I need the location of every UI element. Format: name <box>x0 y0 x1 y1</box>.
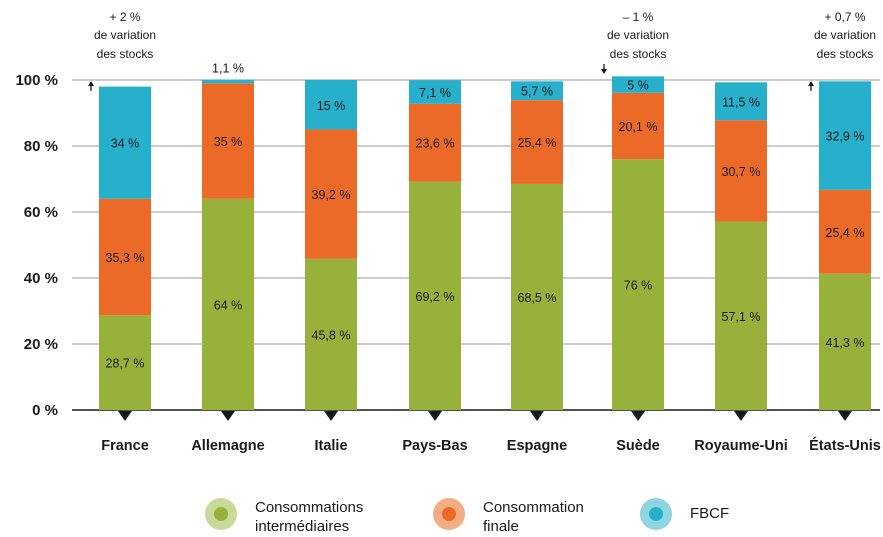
data-label: 25,4 % <box>518 136 557 150</box>
bar-segment <box>819 273 871 410</box>
y-tick-label: 80 % <box>24 138 58 155</box>
bar-segment <box>511 81 563 101</box>
x-tick-label: France <box>101 438 149 454</box>
x-tick-marker-icon <box>428 411 442 421</box>
legend-item-fbcf: FBCF <box>640 498 729 530</box>
bar-segment <box>715 120 767 222</box>
annotation-arrowhead-icon <box>601 69 607 74</box>
bar-segment <box>819 81 871 190</box>
x-tick-marker-icon <box>734 411 748 421</box>
bar-segment <box>202 83 254 199</box>
data-label: 1,1 % <box>212 62 244 76</box>
bar-segment <box>305 258 357 410</box>
legend-item-consommations-intermediaires: Consommations intermédiaires <box>205 498 363 536</box>
y-tick-label: 60 % <box>24 204 58 221</box>
data-label: 5 % <box>627 79 649 93</box>
y-tick-label: 0 % <box>32 402 58 419</box>
annotation-text: – 1 % <box>623 10 654 24</box>
data-label: 39,2 % <box>312 188 351 202</box>
bar-segment <box>409 181 461 410</box>
data-label: 76 % <box>624 279 653 293</box>
annotation-arrowhead-icon <box>88 81 94 86</box>
legend-swatch-icon <box>640 498 672 530</box>
x-tick-label: Italie <box>314 438 347 454</box>
x-tick-marker-icon <box>530 411 544 421</box>
annotation-text: des stocks <box>97 47 154 61</box>
data-label: 35,3 % <box>106 251 145 265</box>
annotation-text: de variation <box>607 28 669 42</box>
annotation-text: des stocks <box>817 47 874 61</box>
data-label: 7,1 % <box>419 86 451 100</box>
y-tick-label: 100 % <box>15 72 58 89</box>
data-label: 25,4 % <box>826 226 865 240</box>
x-tick-marker-icon <box>838 411 852 421</box>
bar-segment <box>715 221 767 410</box>
x-tick-label: Pays-Bas <box>402 438 467 454</box>
legend-label: Consommation finale <box>483 499 584 535</box>
x-tick-label: Espagne <box>507 438 567 454</box>
x-tick-label: Suède <box>616 438 660 454</box>
data-label: 5,7 % <box>521 85 553 99</box>
data-label: 41,3 % <box>826 336 865 350</box>
bar-segment <box>409 80 461 104</box>
stacked-bar-chart: 28,7 % 35,3 % 34 % 64 % 35 % 1,1 % 45,8 % 39,2 … <box>15 10 881 454</box>
bar-segment <box>612 159 664 410</box>
annotation-text: de variation <box>814 28 876 42</box>
x-tick-marker-icon <box>631 411 645 421</box>
x-tick-label: Royaume-Uni <box>694 438 787 454</box>
bar-segment <box>612 92 664 160</box>
bar-segment <box>409 103 461 182</box>
x-tick-label: États-Unis <box>809 437 881 454</box>
data-label: 28,7 % <box>106 357 145 371</box>
data-label: 15 % <box>317 99 346 113</box>
x-tick-label: Allemagne <box>191 438 264 454</box>
bar-segment <box>305 129 357 259</box>
data-label: 57,1 % <box>722 310 761 324</box>
y-tick-label: 20 % <box>24 336 58 353</box>
data-label: 32,9 % <box>826 130 865 144</box>
data-label: 35 % <box>214 135 243 149</box>
bar-segment <box>511 100 563 184</box>
x-tick-marker-icon <box>118 411 132 421</box>
legend-swatch-icon <box>433 498 465 530</box>
bar-segment <box>202 198 254 410</box>
annotation-text: de variation <box>94 28 156 42</box>
data-label: 30,7 % <box>722 165 761 179</box>
bar-segment <box>99 315 151 410</box>
legend-label: FBCF <box>690 505 730 522</box>
bar-segment <box>99 198 151 316</box>
bar-segment <box>715 82 767 121</box>
y-tick-label: 40 % <box>24 270 58 287</box>
x-tick-marker-icon <box>221 411 235 421</box>
data-label: 64 % <box>214 298 243 312</box>
data-label: 69,2 % <box>416 290 455 304</box>
legend-item-consommation-finale: Consommation finale <box>433 498 584 536</box>
annotation-arrowhead-icon <box>808 81 814 86</box>
legend-swatch-icon <box>205 498 237 530</box>
data-label: 34 % <box>111 137 140 151</box>
legend-label: Consommations intermédiaires <box>255 499 364 535</box>
annotation-text: + 0,7 % <box>824 10 865 24</box>
bar-segment <box>612 76 664 93</box>
bar-segment <box>99 86 151 199</box>
annotation-text: des stocks <box>610 47 667 61</box>
data-label: 23,6 % <box>416 137 455 151</box>
data-label: 45,8 % <box>312 328 351 342</box>
annotation-text: + 2 % <box>109 10 140 24</box>
data-label: 68,5 % <box>518 291 557 305</box>
x-tick-marker-icon <box>324 411 338 421</box>
bar-segment <box>202 79 254 84</box>
data-label: 20,1 % <box>619 120 658 134</box>
bar-segment <box>305 80 357 130</box>
data-label: 11,5 % <box>722 95 760 109</box>
bar-segment <box>819 189 871 274</box>
bar-segment <box>511 183 563 410</box>
chart-legend: Consommations intermédiaires Consommatio… <box>0 478 883 537</box>
